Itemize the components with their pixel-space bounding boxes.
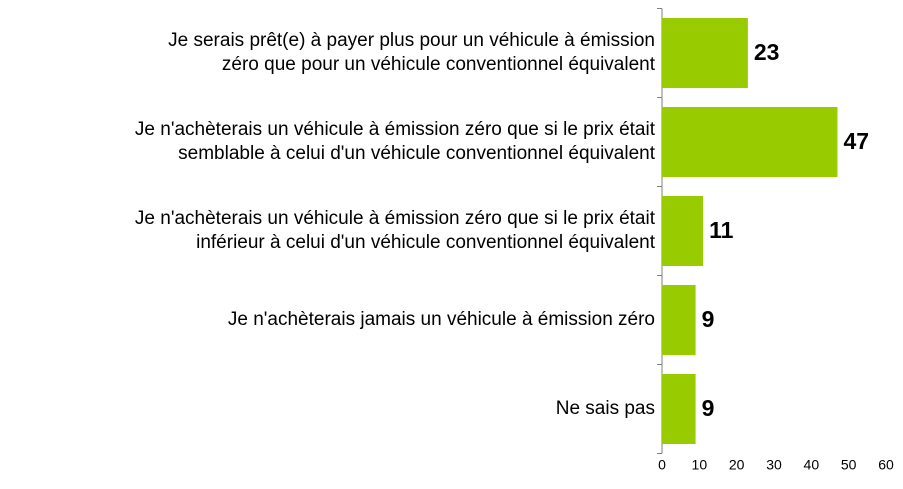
x-tick-label: 60 — [878, 457, 894, 473]
category-label: Je serais prêt(e) à payer plus pour un v… — [168, 30, 655, 51]
x-tick-label: 0 — [658, 457, 666, 473]
x-tick-label: 40 — [804, 457, 820, 473]
category-label: Ne sais pas — [556, 398, 655, 419]
bar — [662, 18, 748, 88]
value-label: 11 — [709, 217, 734, 243]
category-label: Je n'achèterais jamais un véhicule à émi… — [228, 309, 655, 330]
value-label: 23 — [754, 39, 780, 65]
category-label: inférieur à celui d'un véhicule conventi… — [196, 232, 656, 253]
bar — [662, 196, 704, 266]
bar — [662, 107, 838, 177]
value-label: 47 — [843, 128, 869, 154]
bar — [662, 285, 696, 355]
x-tick-label: 10 — [692, 457, 708, 473]
category-label: semblable à celui d'un véhicule conventi… — [178, 143, 656, 164]
value-label: 9 — [702, 306, 715, 332]
x-tick-label: 30 — [766, 457, 782, 473]
value-label: 9 — [702, 395, 715, 421]
category-label: Je n'achèterais un véhicule à émission z… — [135, 208, 656, 229]
bar — [662, 374, 696, 444]
category-label: Je n'achèterais un véhicule à émission z… — [135, 119, 656, 140]
x-tick-label: 20 — [729, 457, 745, 473]
category-label: zéro que pour un véhicule conventionnel … — [222, 54, 656, 75]
x-tick-label: 50 — [841, 457, 857, 473]
